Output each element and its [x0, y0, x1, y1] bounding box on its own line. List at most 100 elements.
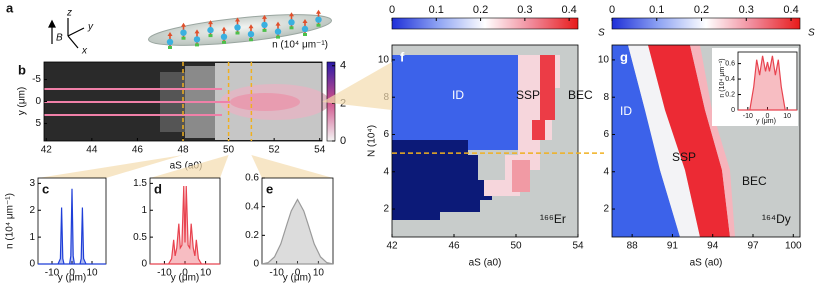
x-tick-label: 42	[41, 145, 53, 156]
atom	[301, 25, 309, 33]
colorbar-label: S	[598, 28, 605, 39]
x-tick-label: 97	[747, 241, 759, 252]
x-tick-label: 91	[667, 241, 679, 252]
panel-label: f	[400, 49, 405, 64]
x-tick-label: 10	[86, 268, 98, 279]
spin-tail	[235, 31, 240, 35]
density-map	[44, 62, 330, 141]
axis-symbol: y	[87, 22, 94, 33]
spin-head	[262, 14, 267, 19]
spin-tail	[195, 43, 199, 47]
x-axis-label: aS (a0)	[690, 258, 723, 269]
y-tick-label: 3	[29, 178, 35, 189]
spin-head	[181, 22, 186, 27]
x-axis-label: y (μm)	[756, 118, 776, 125]
y-tick-label: 5	[35, 118, 41, 129]
y-tick-label: 0	[35, 96, 41, 107]
spin-head	[221, 26, 227, 31]
field-symbol: B	[56, 33, 63, 44]
x-axis-label: aS (a0)	[170, 161, 203, 172]
colorbar-tick-label: 4	[340, 60, 346, 72]
x-tick-label: 0	[182, 268, 188, 279]
y-tick-label: 0.4	[245, 201, 259, 212]
spin-tail	[168, 46, 172, 49]
fans	[38, 155, 333, 178]
y-tick-label: 1	[141, 205, 147, 216]
y-axis-label: n (10⁴ μm⁻¹)	[719, 58, 726, 97]
region-label: BEC	[568, 88, 593, 102]
frame	[611, 44, 801, 238]
colorbar-tick-label: 0	[609, 4, 615, 16]
panel-label: g	[620, 49, 628, 64]
axis-symbol: x	[81, 46, 88, 57]
y-tick-label: 0.4	[725, 76, 735, 83]
y-tick-label: 8	[603, 92, 609, 103]
species-label: ¹⁶⁴Dy	[762, 212, 791, 226]
density-curve	[738, 55, 797, 111]
spin-tail	[222, 40, 226, 44]
colorbar-tick-label: 0.4	[561, 4, 576, 16]
y-tick-label: 10	[378, 55, 390, 66]
x-tick-label: 52	[269, 145, 281, 156]
y-axis-label: y (μm)	[17, 87, 28, 116]
x-tick-label: 10	[313, 268, 325, 279]
panel-label: a	[6, 0, 14, 15]
phase-map	[392, 45, 578, 237]
x-tick-label: 88	[627, 241, 639, 252]
atom	[180, 29, 187, 36]
spin-head	[316, 9, 321, 14]
atom	[234, 24, 241, 31]
y-tick-label: 0	[141, 259, 147, 270]
fan	[150, 155, 229, 178]
density-curve	[150, 186, 220, 265]
region-label: ID	[452, 88, 464, 102]
y-tick-label: 0	[29, 259, 35, 270]
y-tick-label: 0.2	[245, 230, 259, 241]
region-label: ID	[620, 104, 632, 118]
y-tick-label: 1	[29, 232, 35, 243]
y-tick-label: -5	[32, 74, 41, 85]
y-tick-label: 0.5	[133, 232, 147, 243]
y-tick-label: 10	[598, 55, 610, 66]
colorbar-tick-label: 0.1	[429, 4, 444, 16]
y-axis-label: N (10⁴)	[367, 125, 378, 157]
spin-tail	[262, 28, 267, 32]
atom	[207, 26, 214, 34]
fan	[38, 155, 183, 178]
colorbar-label: n (10⁴ μm⁻¹)	[272, 40, 328, 51]
atoms	[166, 9, 322, 49]
x-axis-label: aS (a0)	[469, 258, 502, 269]
atom	[261, 21, 268, 29]
spin-head	[248, 24, 254, 29]
x-axis-label: y (μm)	[171, 273, 200, 284]
spin-head	[194, 29, 200, 34]
x-axis-label: y (μm)	[58, 273, 87, 284]
x-tick-label: -10	[269, 268, 284, 279]
y-axis-label: n (10⁴ μm⁻¹)	[5, 193, 16, 249]
x-axis-label: y (μm)	[283, 273, 312, 284]
spin-tail	[208, 34, 213, 38]
y-tick-label: 4	[383, 166, 389, 177]
x-tick-label: 50	[223, 145, 235, 156]
axis-symbol: z	[66, 8, 72, 19]
x-tick-label: 54	[314, 145, 326, 156]
atom	[315, 16, 322, 23]
fan	[322, 62, 392, 110]
x-tick-label: 44	[86, 145, 98, 156]
spin-tail	[303, 33, 307, 36]
x-tick-label: 100	[785, 241, 802, 252]
y-tick-label: 0.6	[725, 60, 735, 67]
spin-head	[167, 32, 173, 36]
panel-label: e	[266, 181, 273, 196]
colorbar-tick-label: 0.4	[783, 4, 798, 16]
spin-head	[302, 19, 308, 23]
spin-tail	[181, 36, 186, 40]
x-tick-label: 54	[572, 241, 584, 252]
colorbar-tick-label: 0.1	[649, 4, 664, 16]
panel-label: b	[18, 62, 26, 77]
colorbar-tick-label: 0	[389, 4, 395, 16]
spin-tail	[316, 23, 321, 27]
panel-label: c	[42, 181, 49, 196]
y-tick-label: 2	[603, 204, 609, 215]
spin-head	[235, 17, 240, 22]
